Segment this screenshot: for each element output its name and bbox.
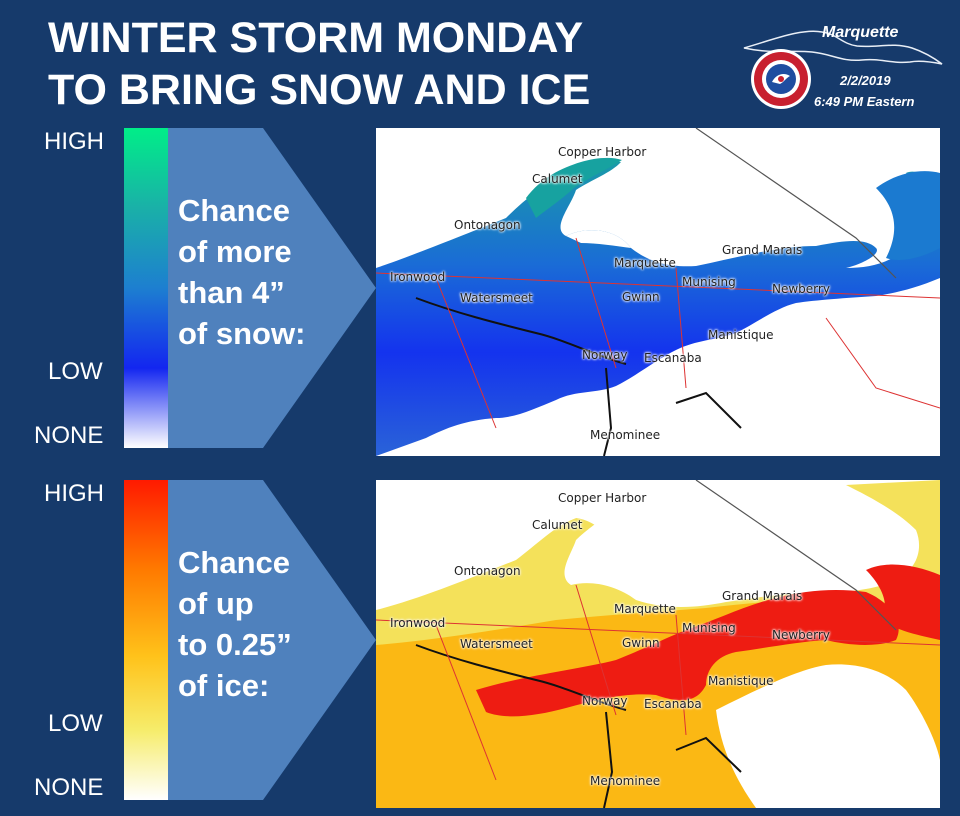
- title-line-1: WINTER STORM MONDAY: [48, 14, 584, 62]
- nws-seal-icon: [751, 49, 811, 109]
- office-name: Marquette: [822, 24, 899, 41]
- label-gwinn: Gwinn: [622, 290, 660, 304]
- label-escanaba: Escanaba: [644, 697, 702, 711]
- label-copper-harbor: Copper Harbor: [558, 491, 647, 505]
- snow-arrow-line-2: of more: [178, 234, 292, 269]
- label-manistique: Manistique: [708, 328, 774, 342]
- label-marquette: Marquette: [614, 602, 676, 616]
- issue-time: 6:49 PM Eastern: [814, 94, 915, 109]
- upper-michigan-outline-icon: [743, 30, 943, 65]
- label-ontonagon: Ontonagon: [454, 564, 521, 578]
- snow-scale-high: HIGH: [44, 128, 104, 155]
- label-watersmeet: Watersmeet: [460, 291, 533, 305]
- page-title: WINTER STORM MONDAY TO BRING SNOW AND IC…: [48, 12, 590, 116]
- label-munising: Munising: [682, 621, 736, 635]
- snow-map-graphic: [376, 128, 940, 456]
- ice-scale-none: NONE: [34, 774, 104, 801]
- ice-map: Copper Harbor Calumet Ontonagon Ironwood…: [376, 480, 940, 808]
- label-manistique: Manistique: [708, 674, 774, 688]
- ice-arrow-line-2: of up: [178, 586, 254, 621]
- label-calumet: Calumet: [532, 172, 583, 186]
- label-ironwood: Ironwood: [390, 270, 446, 284]
- snow-arrow-line-3: than 4”: [178, 275, 285, 310]
- ice-arrow-text: Chance of up to 0.25” of ice:: [178, 542, 292, 706]
- ice-scale-high: HIGH: [44, 480, 104, 507]
- title-line-2: TO BRING SNOW AND ICE: [48, 66, 591, 114]
- ice-arrow-line-1: Chance: [178, 545, 290, 580]
- label-munising: Munising: [682, 275, 736, 289]
- label-newberry: Newberry: [772, 282, 830, 296]
- label-newberry: Newberry: [772, 628, 830, 642]
- ice-arrow-line-3: to 0.25”: [178, 627, 292, 662]
- label-ontonagon: Ontonagon: [454, 218, 521, 232]
- label-copper-harbor: Copper Harbor: [558, 145, 647, 159]
- issue-date: 2/2/2019: [840, 73, 891, 88]
- snow-arrow-text: Chance of more than 4” of snow:: [178, 190, 305, 354]
- snow-map: Copper Harbor Calumet Ontonagon Ironwood…: [376, 128, 940, 456]
- snow-scale-none: NONE: [34, 422, 104, 449]
- label-gwinn: Gwinn: [622, 636, 660, 650]
- snow-scale-low: LOW: [48, 358, 103, 385]
- label-escanaba: Escanaba: [644, 351, 702, 365]
- snow-arrow-line-1: Chance: [178, 193, 290, 228]
- snow-arrow-line-4: of snow:: [178, 316, 306, 351]
- snow-arrow: [168, 128, 376, 448]
- ice-map-graphic: [376, 480, 940, 808]
- snow-color-scale: [124, 128, 168, 448]
- ice-color-scale: [124, 480, 168, 800]
- ice-arrow-line-4: of ice:: [178, 668, 270, 703]
- label-grand-marais: Grand Marais: [722, 589, 803, 603]
- label-norway: Norway: [582, 348, 628, 362]
- ice-arrow: [168, 480, 376, 800]
- label-ironwood: Ironwood: [390, 616, 446, 630]
- label-norway: Norway: [582, 694, 628, 708]
- label-menominee: Menominee: [590, 428, 661, 442]
- label-grand-marais: Grand Marais: [722, 243, 803, 257]
- label-marquette: Marquette: [614, 256, 676, 270]
- ice-scale-low: LOW: [48, 710, 103, 737]
- label-watersmeet: Watersmeet: [460, 637, 533, 651]
- label-calumet: Calumet: [532, 518, 583, 532]
- office-badge: Marquette 2/2/2019 6:49 PM Eastern: [742, 18, 952, 118]
- label-menominee: Menominee: [590, 774, 661, 788]
